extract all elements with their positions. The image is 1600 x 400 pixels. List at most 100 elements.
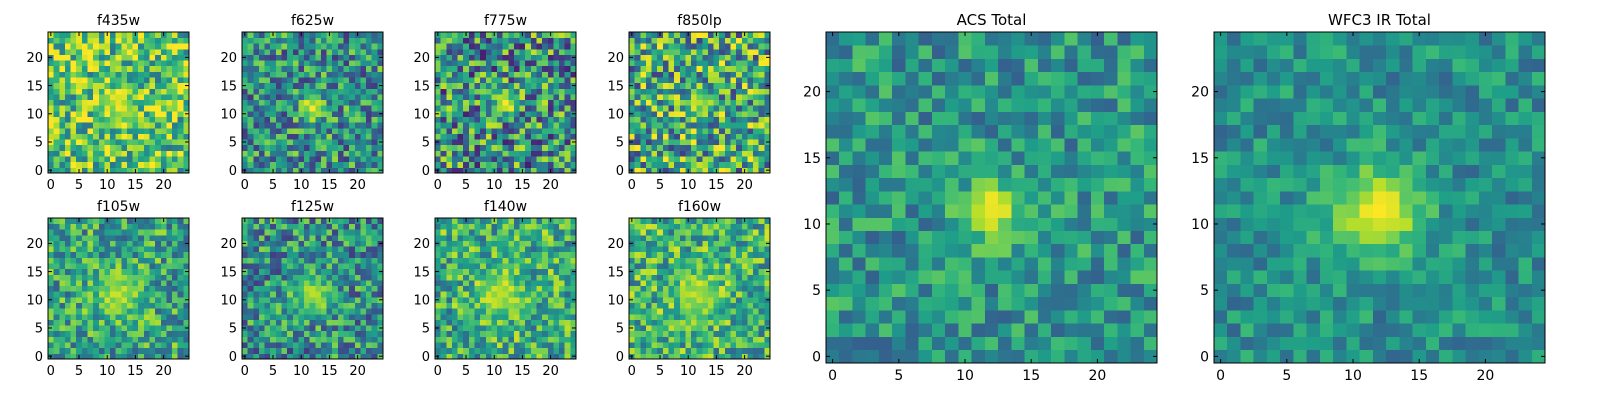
heatmap-cell — [474, 342, 481, 349]
heatmap-cell — [463, 251, 470, 258]
heatmap-cell — [570, 336, 577, 343]
heatmap-cell — [172, 302, 179, 309]
heatmap-cell — [110, 274, 117, 281]
heatmap-cell — [360, 32, 367, 39]
heatmap-cell — [360, 99, 367, 106]
heatmap-cell — [253, 246, 260, 253]
heatmap-cell — [81, 330, 88, 337]
heatmap-cell — [730, 65, 737, 72]
heatmap-cell — [149, 330, 156, 337]
heatmap-cell — [349, 302, 356, 309]
heatmap-cell — [172, 110, 179, 117]
heatmap-cell — [275, 48, 282, 55]
heatmap-cell — [149, 156, 156, 163]
heatmap-cell — [702, 105, 709, 112]
heatmap-cell — [468, 257, 475, 264]
heatmap-cell — [326, 88, 333, 95]
heatmap-cell — [457, 99, 464, 106]
heatmap-cell — [657, 274, 664, 281]
heatmap-cell — [337, 353, 344, 360]
heatmap-cell — [177, 116, 184, 123]
heatmap-cell — [547, 296, 554, 303]
heatmap-cell — [121, 336, 128, 343]
heatmap-cell — [172, 268, 179, 275]
heatmap-cell — [519, 229, 526, 236]
heatmap-cell — [691, 347, 698, 354]
heatmap-cell — [292, 150, 299, 157]
heatmap-cell — [713, 313, 720, 320]
heatmap-cell — [149, 127, 156, 134]
heatmap-cell — [183, 65, 190, 72]
heatmap-cell — [559, 71, 566, 78]
heatmap-cell — [242, 77, 249, 84]
heatmap-cell — [564, 268, 571, 275]
heatmap-cell — [138, 263, 145, 270]
heatmap-cell — [115, 353, 122, 360]
heatmap-cell — [457, 48, 464, 55]
heatmap-cell — [657, 99, 664, 106]
heatmap-cell — [685, 308, 692, 315]
heatmap-cell — [304, 319, 311, 326]
y-tick-label: 15 — [413, 265, 430, 280]
heatmap-cell — [304, 99, 311, 106]
heatmap-cell — [719, 336, 726, 343]
heatmap-cell — [160, 144, 167, 151]
heatmap-cell — [377, 60, 384, 67]
heatmap-cell — [457, 77, 464, 84]
heatmap-cell — [121, 251, 128, 258]
heatmap-cell — [81, 223, 88, 230]
heatmap-cell — [70, 353, 77, 360]
heatmap-cell — [143, 37, 150, 44]
heatmap-cell — [337, 71, 344, 78]
heatmap-cell — [702, 161, 709, 168]
heatmap-cell — [435, 347, 442, 354]
heatmap-cell — [753, 308, 760, 315]
heatmap-cell — [64, 223, 71, 230]
heatmap-cell — [275, 234, 282, 241]
heatmap-cell — [371, 127, 378, 134]
heatmap-cell — [679, 319, 686, 326]
heatmap-cell — [730, 48, 737, 55]
heatmap-cell — [491, 229, 498, 236]
heatmap-cell — [463, 150, 470, 157]
heatmap-cell — [138, 246, 145, 253]
heatmap-cell — [446, 37, 453, 44]
heatmap-cell — [93, 54, 100, 61]
heatmap-cell — [657, 336, 664, 343]
heatmap-cell — [371, 257, 378, 264]
heatmap-cell — [110, 167, 117, 174]
heatmap-cell — [343, 122, 350, 129]
heatmap-cell — [76, 302, 83, 309]
heatmap-cell — [753, 43, 760, 50]
heatmap-cell — [332, 313, 339, 320]
heatmap-cell — [332, 234, 339, 241]
heatmap-cell — [463, 234, 470, 241]
heatmap-cell — [525, 150, 532, 157]
heatmap-cell — [525, 133, 532, 140]
heatmap-cell — [247, 229, 254, 236]
heatmap-cell — [121, 353, 128, 360]
heatmap-cell — [730, 319, 737, 326]
heatmap-cell — [662, 116, 669, 123]
heatmap-cell — [485, 133, 492, 140]
y-tick-label: 15 — [607, 79, 624, 94]
heatmap-cell — [730, 330, 737, 337]
heatmap-cell — [76, 280, 83, 287]
heatmap-cell — [93, 302, 100, 309]
y-tick-label: 0 — [616, 164, 624, 179]
heatmap-cell — [48, 105, 55, 112]
heatmap-cell — [629, 116, 636, 123]
heatmap-cell — [696, 71, 703, 78]
heatmap-cell — [764, 133, 771, 140]
heatmap-cell — [172, 353, 179, 360]
heatmap-cell — [337, 150, 344, 157]
heatmap-cell — [258, 37, 265, 44]
heatmap-cell — [160, 285, 167, 292]
heatmap-cell — [536, 251, 543, 258]
heatmap-cell — [542, 342, 549, 349]
heatmap-cell — [696, 54, 703, 61]
heatmap-cell — [747, 105, 754, 112]
heatmap-cell — [668, 291, 675, 298]
heatmap-cell — [691, 150, 698, 157]
heatmap-cell — [298, 280, 305, 287]
